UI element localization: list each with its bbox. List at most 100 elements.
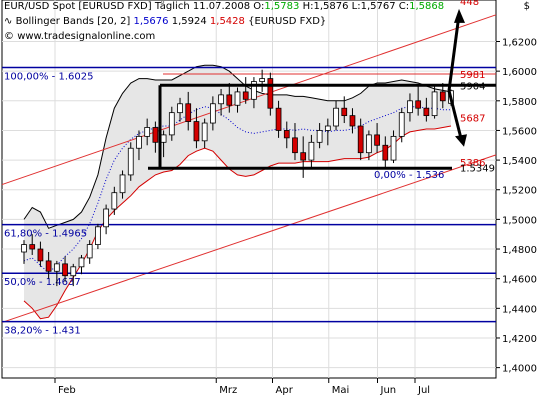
candle-body [226,94,233,106]
candle-body [431,91,438,117]
arrow-up-shaft [447,14,461,91]
candle-body [144,127,151,137]
indicator-label: Bollinger Bands [20, 2] [15,16,131,27]
candle-body [37,248,44,262]
candle-body [234,91,241,106]
trend-channel-lower [1,154,497,323]
chart-header-line1: EUR/USD Spot [EURUSD FXD] Täglich 11.07.… [4,1,444,12]
candle-body [292,137,298,154]
candle-body [283,130,290,139]
x-tick-label: Mrz [219,385,237,396]
candle-body [210,103,216,124]
plot-area [1,0,497,379]
candle-body [324,125,331,131]
fib-level-label: 38,20% - 1.431 [4,326,81,337]
candle-body [275,107,282,131]
y-tick-label: 1,4600 [502,275,537,286]
fib-level-label: 50,0% - 1.4637 [4,277,81,288]
bollinger-band-area [24,65,451,319]
indicator-source: {EURUSD FXD} [248,16,327,27]
candle-body [439,91,446,102]
candle-body [316,130,323,143]
open-value: 1,5783 [264,1,300,12]
candle-body [62,263,68,277]
candle-body [382,144,389,161]
y-tick-label: 1,6200 [502,38,537,49]
candle-body [53,263,60,272]
y-tick-label: 1,5000 [502,215,537,226]
open-label: O: [253,1,265,12]
candle-body [415,100,422,109]
candle-body [267,78,274,109]
arrow-down-shaft [447,90,464,143]
candle-body [333,107,339,127]
x-tick-label: Feb [58,385,76,396]
candle-body [21,244,27,253]
trend-channel-upper [1,14,497,186]
candle-body [300,152,307,161]
y-tick-label: 1,5600 [502,126,537,137]
candle-body [78,257,85,268]
candle-body [95,226,101,245]
candle-body [119,174,126,194]
y-tick-label: 1,4000 [502,364,537,375]
candle-body [341,107,348,117]
y-tick-label: 1,5800 [502,97,537,108]
candle-body [407,100,413,114]
interval-label: Täglich [154,1,190,12]
candle-body [29,244,36,250]
website-label: www.tradesignalonline.com [17,31,156,42]
candle-body [86,244,93,259]
y-tick-label: 1,4400 [502,304,537,315]
candle-body [374,134,380,146]
close-value: 1,5868 [409,1,445,12]
candle-body [127,147,134,176]
fib-level-label: 0,00% - 1.536 [374,170,444,181]
price-level-label: 448 [460,0,479,8]
candle-body [168,112,175,136]
bollinger-upper-band [23,64,452,229]
candle-body [390,135,397,161]
y-tick-label: 1,6000 [502,67,537,78]
fib-level-label: 61,80% - 1.4965 [4,229,87,240]
candle-body [45,260,52,272]
candle-body [193,121,200,142]
candle-body [136,135,142,149]
indicator-icon: ∿ [4,16,13,27]
candle-body [218,94,224,105]
y-tick-label: 1,4800 [502,245,537,256]
candle-body [398,112,405,137]
candle-body [201,122,208,142]
upper-band-value: 1,5676 [133,16,169,27]
candle-body [185,103,192,122]
x-tick-label: Jul [417,385,430,396]
candle-body [251,81,257,100]
middle-band-value: 1,5924 [171,16,207,27]
price-level-label: 5981 [460,70,485,81]
price-level-label: 5386 [460,158,485,169]
bollinger-middle-band [23,106,451,274]
candle-body [423,107,430,117]
y-tick-label: 1,5200 [502,186,537,197]
chart-header-line2: ∿ Bollinger Bands [20, 2] 1,5676 1,5924 … [4,16,326,27]
y-tick-label: 1,4200 [502,334,537,345]
website-line: © www.tradesignalonline.com [4,31,155,42]
fib-level-label: 100,00% - 1.6025 [4,71,93,82]
x-tick-label: Mai [332,385,350,396]
candle-body [103,208,109,228]
symbol-label: EUR/USD Spot [EURUSD FXD] [4,1,152,12]
low-value: 1,5767 [360,1,396,12]
price-level-label: 5904 [460,81,485,92]
close-label: C: [398,1,410,12]
candle-body [152,127,159,143]
low-label: L: [351,1,361,12]
x-tick-label: Apr [276,385,294,396]
x-tick-label: Jun [380,385,397,396]
currency-symbol: $ [523,1,530,12]
candle-body [160,134,167,143]
price-level-label: 5687 [460,114,485,125]
candle-body [259,78,265,82]
candle-body [70,266,77,277]
candle-body [177,103,183,114]
